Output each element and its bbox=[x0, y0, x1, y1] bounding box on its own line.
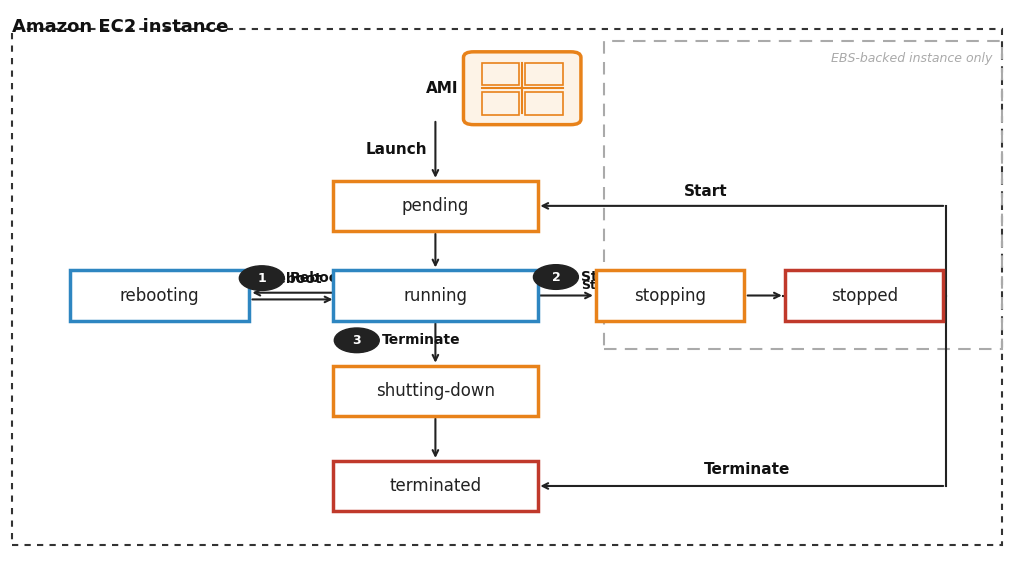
Text: shutting-down: shutting-down bbox=[376, 382, 495, 400]
Text: Stop-Hibernate: Stop-Hibernate bbox=[582, 279, 688, 293]
Circle shape bbox=[534, 265, 579, 289]
Text: running: running bbox=[403, 287, 467, 305]
FancyBboxPatch shape bbox=[333, 461, 538, 511]
Text: stopping: stopping bbox=[634, 287, 707, 305]
Text: EBS-backed instance only: EBS-backed instance only bbox=[830, 52, 992, 65]
FancyBboxPatch shape bbox=[333, 270, 538, 321]
Text: Terminate: Terminate bbox=[703, 462, 791, 477]
Text: Reboot: Reboot bbox=[290, 271, 345, 285]
FancyBboxPatch shape bbox=[71, 270, 249, 321]
Text: Start: Start bbox=[684, 184, 728, 199]
FancyBboxPatch shape bbox=[596, 270, 744, 321]
Text: terminated: terminated bbox=[389, 477, 481, 495]
Text: 3: 3 bbox=[352, 334, 361, 347]
FancyBboxPatch shape bbox=[333, 365, 538, 416]
FancyBboxPatch shape bbox=[333, 181, 538, 231]
Text: Launch: Launch bbox=[366, 142, 427, 157]
Circle shape bbox=[334, 328, 379, 352]
FancyBboxPatch shape bbox=[464, 52, 581, 124]
Text: Amazon EC2 instance: Amazon EC2 instance bbox=[11, 18, 228, 36]
Text: rebooting: rebooting bbox=[120, 287, 200, 305]
Text: 1: 1 bbox=[257, 271, 266, 285]
Text: 2: 2 bbox=[552, 270, 560, 284]
Text: Terminate: Terminate bbox=[382, 333, 461, 347]
Text: ① Reboot: ① Reboot bbox=[249, 272, 322, 285]
Text: AMI: AMI bbox=[426, 81, 459, 96]
Text: Stop: Stop bbox=[582, 270, 617, 284]
Text: stopped: stopped bbox=[830, 287, 898, 305]
FancyBboxPatch shape bbox=[785, 270, 943, 321]
Text: pending: pending bbox=[401, 197, 469, 215]
Circle shape bbox=[240, 266, 285, 291]
